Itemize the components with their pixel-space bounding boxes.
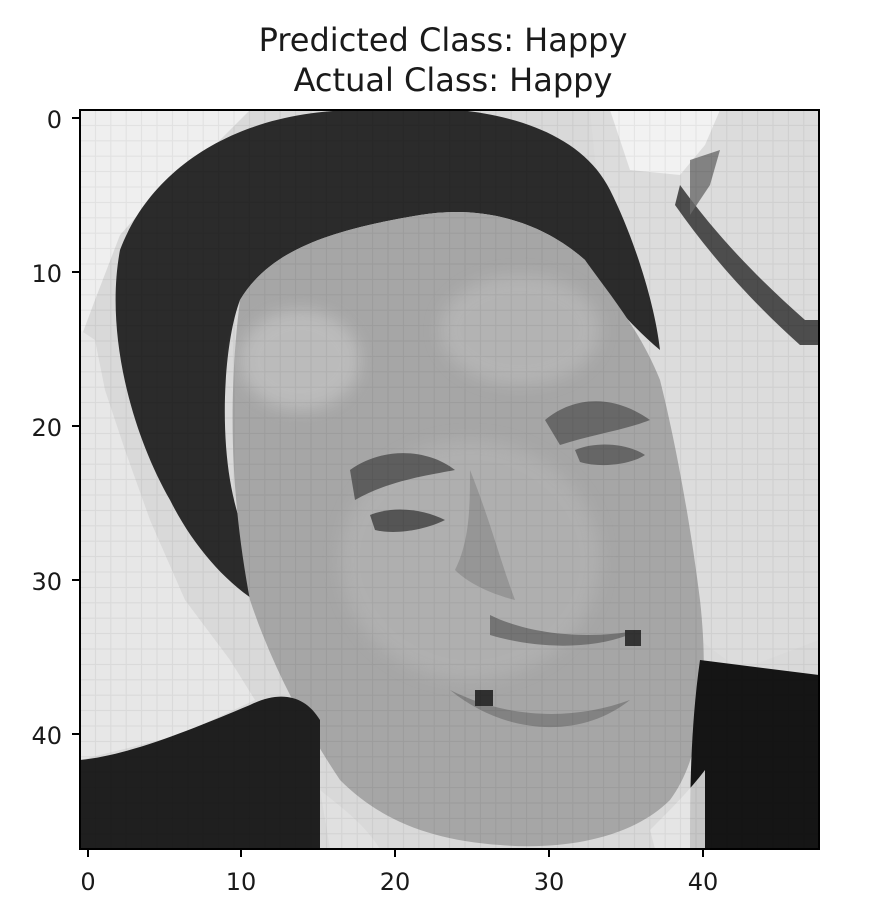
axes-frame [79, 109, 820, 850]
y-tick-label-0: 0 [47, 106, 62, 134]
image-canvas [80, 110, 819, 849]
plot-title-line-1: Predicted Class: Happy [258, 21, 628, 59]
plot-title-line-2: Actual Class: Happy [293, 61, 613, 99]
y-axis: 0 10 20 30 40 [31, 106, 80, 750]
x-axis: 0 10 20 30 40 [80, 849, 718, 896]
y-tick-label-20: 20 [31, 414, 62, 442]
y-tick-label-40: 40 [31, 722, 62, 750]
x-tick-label-0: 0 [80, 868, 95, 896]
x-tick-label-30: 30 [534, 868, 565, 896]
y-tick-label-30: 30 [31, 568, 62, 596]
x-tick-label-10: 10 [226, 868, 257, 896]
y-tick-label-10: 10 [31, 260, 62, 288]
x-tick-label-20: 20 [380, 868, 411, 896]
x-tick-label-40: 40 [688, 868, 719, 896]
